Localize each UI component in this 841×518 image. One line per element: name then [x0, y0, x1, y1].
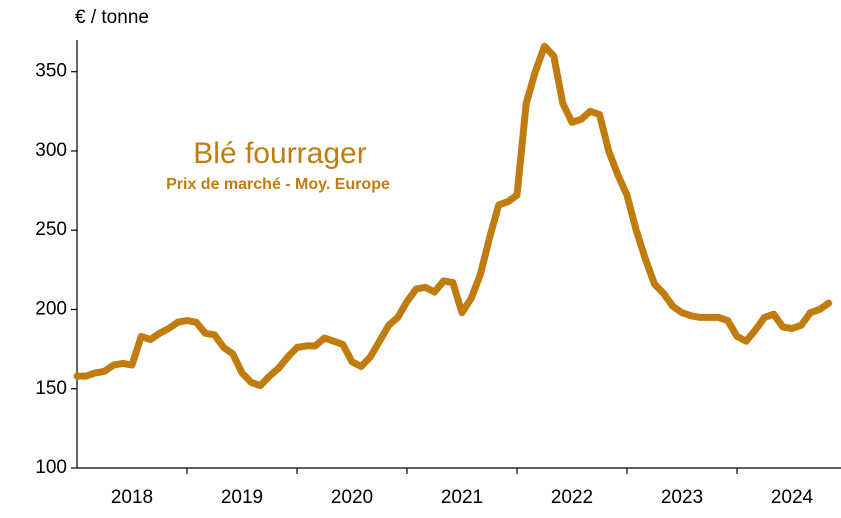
- y-tick-label: 150: [35, 378, 67, 399]
- y-axis-label: € / tonne: [75, 7, 149, 28]
- y-tick-label: 300: [35, 140, 67, 161]
- x-tick-label: 2020: [331, 487, 373, 508]
- x-tick-label: 2018: [111, 487, 153, 508]
- y-tick-label: 250: [35, 219, 67, 240]
- x-tick-label: 2019: [221, 487, 263, 508]
- x-tick-label: 2022: [551, 487, 593, 508]
- y-tick-label: 350: [35, 61, 67, 82]
- y-tick-label: 100: [35, 457, 67, 478]
- chart-title: Blé fourrager: [193, 137, 366, 170]
- line-series: [73, 42, 833, 390]
- y-tick-label: 200: [35, 298, 67, 319]
- x-tick-label: 2024: [771, 487, 814, 508]
- x-tick-label: 2023: [661, 487, 703, 508]
- x-tick-label: 2021: [441, 487, 483, 508]
- chart-subtitle: Prix de marché - Moy. Europe: [166, 176, 390, 193]
